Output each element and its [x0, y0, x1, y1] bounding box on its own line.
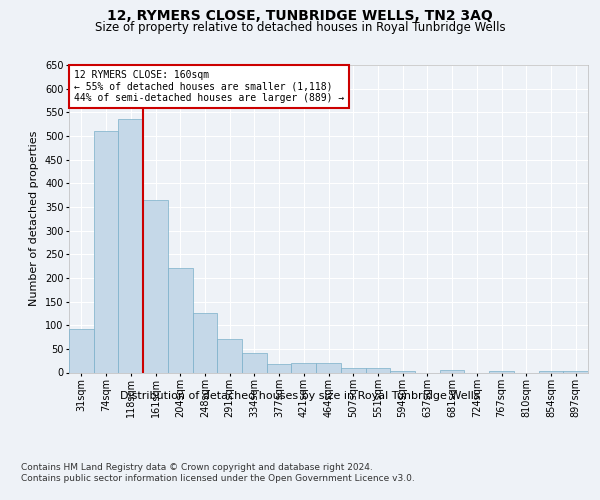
Text: Distribution of detached houses by size in Royal Tunbridge Wells: Distribution of detached houses by size … [120, 391, 480, 401]
Y-axis label: Number of detached properties: Number of detached properties [29, 131, 39, 306]
Text: Contains public sector information licensed under the Open Government Licence v3: Contains public sector information licen… [21, 474, 415, 483]
Bar [440, 370, 464, 372]
Text: Contains HM Land Registry data © Crown copyright and database right 2024.: Contains HM Land Registry data © Crown c… [21, 462, 373, 471]
Bar [316, 363, 341, 372]
Bar [267, 364, 292, 372]
Bar [341, 368, 365, 372]
Bar [168, 268, 193, 372]
Bar [539, 371, 563, 372]
Text: 12, RYMERS CLOSE, TUNBRIDGE WELLS, TN2 3AQ: 12, RYMERS CLOSE, TUNBRIDGE WELLS, TN2 3… [107, 9, 493, 23]
Bar [94, 131, 118, 372]
Bar [563, 371, 588, 372]
Bar [390, 371, 415, 372]
Bar [193, 314, 217, 372]
Bar [489, 371, 514, 372]
Text: Size of property relative to detached houses in Royal Tunbridge Wells: Size of property relative to detached ho… [95, 21, 505, 34]
Bar [118, 120, 143, 372]
Text: 12 RYMERS CLOSE: 160sqm
← 55% of detached houses are smaller (1,118)
44% of semi: 12 RYMERS CLOSE: 160sqm ← 55% of detache… [74, 70, 344, 103]
Bar [69, 328, 94, 372]
Bar [217, 340, 242, 372]
Bar [365, 368, 390, 372]
Bar [143, 200, 168, 372]
Bar [292, 363, 316, 372]
Bar [242, 352, 267, 372]
